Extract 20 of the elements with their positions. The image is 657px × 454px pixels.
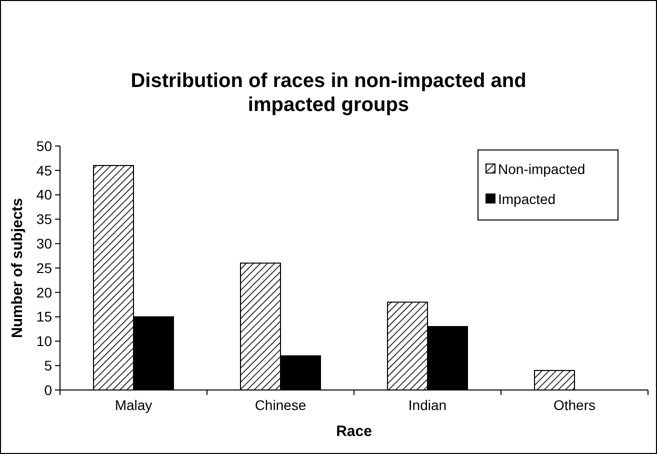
y-tick-label: 10 bbox=[36, 333, 52, 350]
y-tick-label: 30 bbox=[36, 236, 52, 252]
x-tick-label: Chinese bbox=[254, 397, 306, 413]
x-axis-title: Race bbox=[336, 423, 372, 440]
x-tick-label: Malay bbox=[114, 397, 152, 413]
y-tick-label: 50 bbox=[36, 138, 52, 154]
x-tick-label: Indian bbox=[408, 397, 447, 413]
x-tick-label: Others bbox=[553, 397, 596, 413]
legend-label: Impacted bbox=[498, 190, 556, 207]
y-tick-label: 0 bbox=[44, 382, 52, 398]
y-tick-label: 20 bbox=[36, 284, 52, 300]
y-tick-label: 40 bbox=[36, 186, 52, 203]
y-tick-label: 25 bbox=[36, 260, 52, 276]
y-axis-title: Number of subjects bbox=[9, 198, 26, 338]
y-tick-label: 35 bbox=[36, 211, 52, 228]
chart-title: Distribution of races in non-impacted and impacted groups bbox=[130, 70, 526, 116]
legend-label: Non-impacted bbox=[498, 160, 586, 177]
y-tick-label: 45 bbox=[36, 162, 52, 178]
y-tick-label: 15 bbox=[36, 308, 52, 325]
y-tick-label: 5 bbox=[44, 358, 52, 374]
